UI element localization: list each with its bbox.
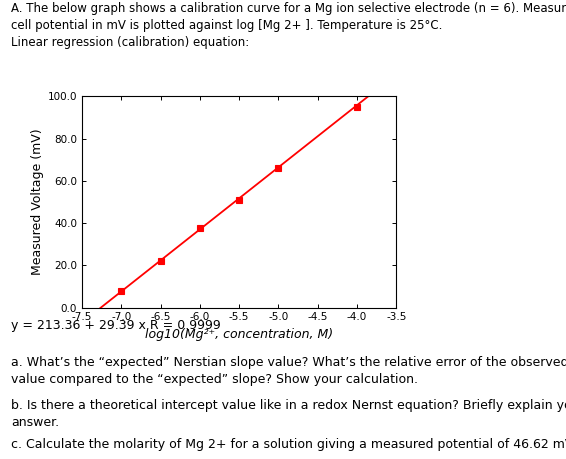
Text: y = 213.36 + 29.39 x R = 0.9999: y = 213.36 + 29.39 x R = 0.9999 [11, 319, 221, 332]
X-axis label: log10(Mg²⁺, concentration, M): log10(Mg²⁺, concentration, M) [145, 328, 333, 341]
Text: b. Is there a theoretical intercept value like in a redox Nernst equation? Brief: b. Is there a theoretical intercept valu… [11, 399, 566, 429]
Text: A. The below graph shows a calibration curve for a Mg ion selective electrode (n: A. The below graph shows a calibration c… [11, 2, 566, 49]
Text: a. What’s the “expected” Nerstian slope value? What’s the relative error of the : a. What’s the “expected” Nerstian slope … [11, 356, 566, 386]
Text: c. Calculate the molarity of Mg 2+ for a solution giving a measured potential of: c. Calculate the molarity of Mg 2+ for a… [11, 438, 566, 451]
Y-axis label: Measured Voltage (mV): Measured Voltage (mV) [31, 129, 44, 275]
